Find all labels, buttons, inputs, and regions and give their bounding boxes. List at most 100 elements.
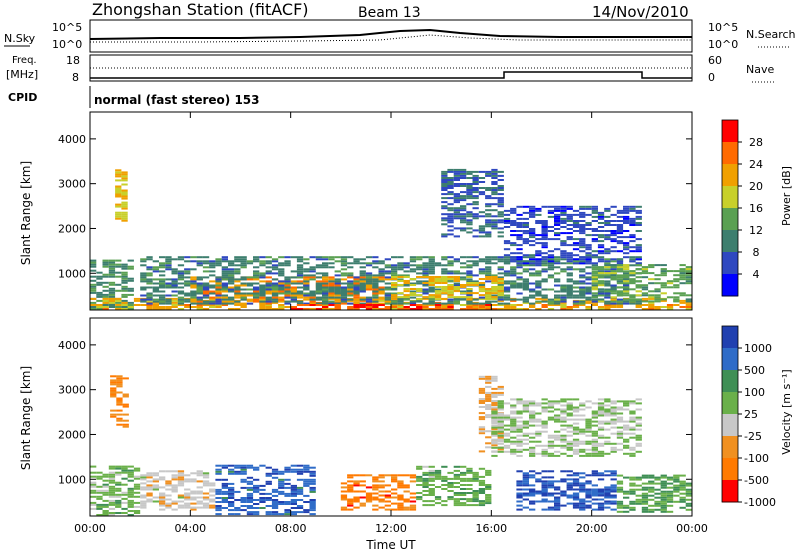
echo-cell-7 (547, 226, 555, 228)
echo-cell-4 (365, 280, 373, 283)
echo-cell-7 (604, 220, 611, 222)
echo-cell-0 (115, 499, 122, 502)
echo-cell-6 (485, 404, 492, 406)
echo-cell-2 (184, 494, 191, 497)
echo-cell-0 (96, 275, 103, 278)
echo-cell-8 (522, 474, 529, 477)
echo-cell-6 (447, 294, 454, 297)
echo-cell-4 (516, 284, 523, 287)
echo-cell-2 (115, 185, 122, 188)
echo-cell-8 (629, 270, 636, 273)
echo-cell-0 (115, 289, 122, 292)
echo-cell-7 (516, 454, 523, 457)
echo-cell-7 (535, 262, 542, 265)
echo-cell-4 (228, 302, 235, 305)
echo-cell-3 (284, 294, 291, 297)
echo-cell-7 (591, 452, 598, 455)
echo-cell-8 (554, 486, 561, 489)
echo-cell-7 (604, 207, 611, 210)
echo-cell-7 (579, 228, 586, 230)
echo-cell-4 (347, 266, 354, 269)
echo-cell-4 (259, 294, 266, 297)
echo-cell-7 (503, 450, 511, 453)
echo-cell-4 (428, 300, 435, 303)
echo-cell-4 (152, 298, 159, 301)
echo-cell-4 (560, 286, 567, 289)
echo-cell-3 (328, 278, 335, 281)
echo-cell-7 (635, 416, 642, 419)
echo-cell-6 (466, 292, 473, 295)
echo-cell-4 (328, 288, 335, 291)
echo-cell-5 (453, 179, 460, 181)
echo-cell-2 (159, 500, 166, 503)
echo-cell-4 (378, 486, 385, 489)
echo-cell-4 (284, 276, 291, 279)
echo-cell-4 (397, 494, 404, 497)
echo-cell-6 (466, 282, 473, 284)
echo-cell-4 (209, 302, 216, 305)
echo-cell-5 (428, 490, 435, 492)
echo-cell-7 (529, 236, 536, 239)
echo-cell-7 (541, 224, 548, 226)
echo-cell-1 (441, 306, 448, 308)
echo-cell-6 (391, 296, 398, 299)
echo-cell-5 (447, 183, 454, 185)
echo-cell-9 (654, 478, 661, 481)
echo-cell-7 (535, 452, 542, 455)
echo-cell-3 (265, 499, 272, 501)
echo-cell-8 (616, 290, 624, 293)
echo-cell-3 (315, 280, 323, 283)
echo-cell-9 (334, 306, 341, 308)
echo-cell-4 (610, 300, 617, 303)
echo-cell-1 (560, 301, 567, 304)
echo-cell-6 (497, 286, 504, 288)
echo-cell-7 (591, 440, 598, 443)
echo-cell-7 (560, 412, 567, 415)
echo-cell-4 (259, 292, 266, 295)
echo-cell-9 (654, 500, 661, 503)
echo-cell-4 (378, 270, 385, 273)
echo-cell-5 (478, 484, 486, 486)
echo-cell-4 (177, 298, 185, 301)
echo-cell-0 (102, 473, 109, 476)
echo-cell-0 (108, 503, 116, 506)
echo-cell-8 (629, 272, 636, 275)
echo-cell-4 (184, 294, 191, 297)
echo-cell-7 (503, 416, 511, 419)
echo-cell-3 (240, 464, 247, 467)
echo-cell-4 (340, 262, 348, 265)
echo-cell-5 (453, 504, 460, 507)
echo-cell-7 (629, 448, 636, 451)
echo-cell-3 (365, 286, 373, 289)
echo-cell-3 (309, 501, 316, 503)
echo-cell-9 (660, 500, 667, 503)
echo-cell-4 (384, 258, 391, 261)
echo-cell-4 (290, 270, 297, 273)
nave-trace (90, 71, 692, 79)
echo-cell-4 (472, 260, 479, 263)
echo-cell-5 (497, 213, 504, 216)
echo-cell-4 (560, 288, 567, 291)
echo-cell-7 (585, 234, 592, 237)
echo-cell-8 (610, 470, 617, 473)
echo-cell-8 (591, 502, 598, 505)
echo-cell-4 (165, 300, 172, 303)
echo-cell-7 (491, 426, 498, 429)
echo-cell-7 (572, 426, 580, 429)
echo-cell-6 (409, 294, 417, 297)
echo-cell-0 (127, 510, 134, 512)
echo-cell-4 (447, 262, 454, 265)
echo-cell-4 (497, 260, 504, 263)
y-tick-label: 4000 (58, 133, 86, 146)
echo-cell-6 (485, 400, 492, 402)
echo-cell-3 (253, 478, 260, 481)
echo-cell-6 (478, 428, 486, 431)
echo-cell-4 (240, 258, 247, 261)
echo-cell-4 (159, 270, 166, 273)
echo-cell-7 (604, 422, 611, 425)
echo-cell-8 (522, 494, 529, 497)
echo-cell-4 (516, 282, 523, 285)
echo-cell-7 (591, 205, 598, 208)
echo-cell-0 (108, 259, 116, 262)
echo-cell-6 (472, 292, 479, 295)
